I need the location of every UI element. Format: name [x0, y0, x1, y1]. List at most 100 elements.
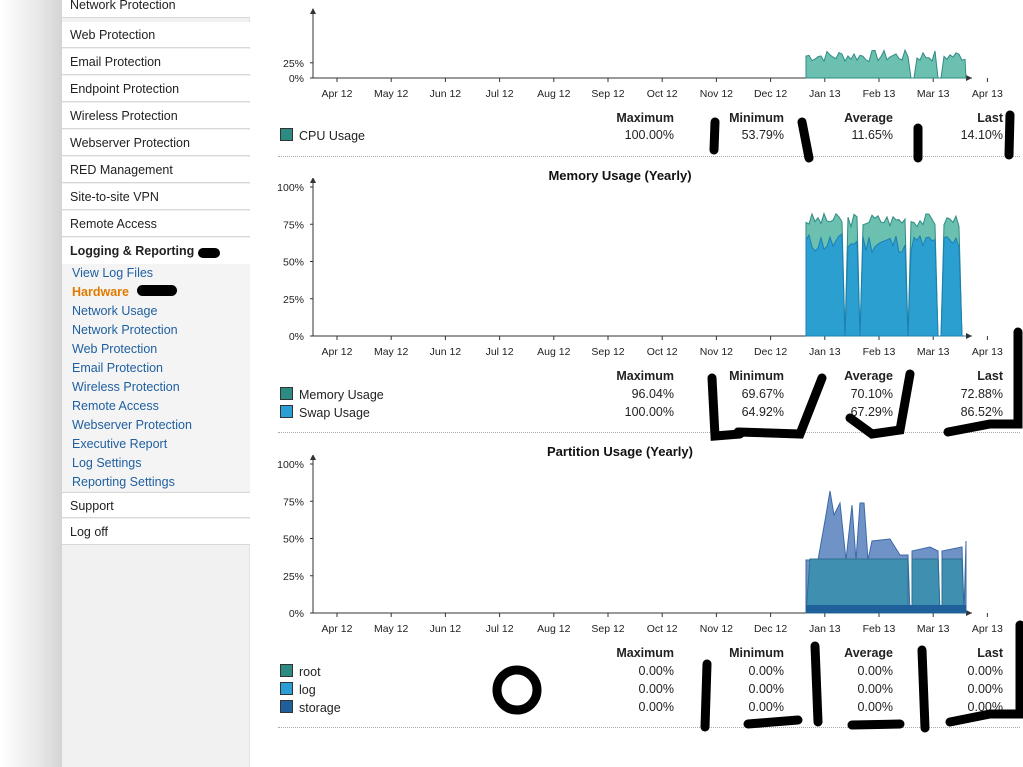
y-tick-label: 25%	[283, 58, 304, 70]
y-tick-label: 75%	[283, 496, 304, 508]
submenu-item-hardware[interactable]: Hardware	[72, 285, 129, 299]
stat-header-average: Average	[844, 111, 893, 125]
x-axis-arrow	[966, 610, 972, 616]
submenu-item-remote-access[interactable]: Remote Access	[72, 399, 159, 413]
submenu-item-network-protection[interactable]: Network Protection	[72, 323, 178, 337]
x-tick-label: Mar 13	[917, 623, 950, 635]
sidebar-item-red-management[interactable]: RED Management	[62, 157, 250, 183]
cpu-usage-area	[805, 48, 967, 79]
stat-value: 14.10%	[960, 128, 1003, 142]
submenu-item-reporting-settings[interactable]: Reporting Settings	[72, 475, 175, 489]
stat-value: 67.29%	[850, 405, 893, 419]
x-tick-label: Oct 12	[647, 88, 678, 100]
sidebar-item-webserver-protection[interactable]: Webserver Protection	[62, 130, 250, 156]
sidebar: Network Protection Web Protection Email …	[62, 0, 250, 767]
stat-value: 86.52%	[960, 405, 1003, 419]
stat-value: 0.00%	[967, 700, 1003, 714]
redaction-stroke	[492, 665, 542, 715]
stat-value: 0.00%	[638, 664, 674, 678]
y-tick-label: 50%	[283, 257, 304, 269]
left-gutter	[0, 0, 62, 767]
divider	[278, 156, 1020, 157]
stat-value: 53.79%	[741, 128, 784, 142]
y-tick-label: 50%	[283, 534, 304, 546]
x-tick-label: May 12	[374, 346, 409, 358]
stat-header-average: Average	[844, 646, 893, 660]
legend-swatch	[280, 682, 293, 695]
sidebar-item-logging-reporting[interactable]: Logging & Reporting	[62, 238, 250, 264]
submenu-item-web-protection[interactable]: Web Protection	[72, 342, 158, 356]
x-tick-label: Mar 13	[917, 88, 950, 100]
sidebar-item-log-off[interactable]: Log off	[62, 519, 250, 545]
sidebar-item-wireless-protection[interactable]: Wireless Protection	[62, 103, 250, 129]
logging-submenu: View Log Files Hardware Network Usage Ne…	[62, 264, 250, 491]
stat-value: 100.00%	[624, 128, 674, 142]
x-tick-label: Oct 12	[647, 623, 678, 635]
x-tick-label: Sep 12	[591, 88, 624, 100]
redaction-stroke	[845, 369, 915, 439]
legend-swatch	[280, 700, 293, 713]
legend-root: root	[280, 664, 321, 679]
legend-swatch	[280, 387, 293, 400]
x-axis-arrow	[966, 333, 972, 339]
legend-cpu-usage: CPU Usage	[280, 128, 365, 143]
submenu-item-executive-report[interactable]: Executive Report	[72, 437, 168, 451]
sidebar-item-site-to-site-vpn[interactable]: Site-to-site VPN	[62, 184, 250, 210]
y-tick-label: 0%	[289, 608, 304, 620]
x-tick-label: Jun 12	[430, 623, 462, 635]
submenu-item-log-settings[interactable]: Log Settings	[72, 456, 142, 470]
submenu-item-email-protection[interactable]: Email Protection	[72, 361, 164, 375]
stat-header-maximum: Maximum	[616, 646, 674, 660]
sidebar-item-remote-access[interactable]: Remote Access	[62, 211, 250, 237]
memory-usage-chart: 100% 75% 50% 25% 0% Apr 12 May 12 Jun 12 Jul 12 A…	[277, 178, 1003, 358]
legend-label: CPU Usage	[299, 129, 365, 143]
x-tick-label: Jul 12	[486, 623, 514, 635]
sidebar-item-endpoint-protection[interactable]: Endpoint Protection	[62, 76, 250, 102]
swap-usage-area	[805, 232, 966, 337]
stat-header-last: Last	[977, 646, 1003, 660]
stat-value: 11.65%	[851, 128, 893, 142]
x-axis-arrow	[966, 75, 972, 81]
legend-swatch	[280, 405, 293, 418]
stat-header-minimum: Minimum	[729, 369, 784, 383]
legend-swatch	[280, 664, 293, 677]
x-tick-label: Aug 12	[537, 346, 570, 358]
partition-chart-title: Partition Usage (Yearly)	[547, 444, 693, 459]
stat-header-maximum: Maximum	[616, 369, 674, 383]
legend-storage: storage	[280, 700, 341, 715]
legend-label: log	[299, 683, 316, 697]
x-tick-label: Jan 13	[809, 88, 841, 100]
stat-value: 0.00%	[967, 682, 1003, 696]
x-tick-label: Aug 12	[537, 623, 570, 635]
stat-value: 0.00%	[967, 664, 1003, 678]
submenu-item-network-usage[interactable]: Network Usage	[72, 304, 158, 318]
y-tick-label: 25%	[283, 571, 304, 583]
submenu-item-wireless-protection[interactable]: Wireless Protection	[72, 380, 180, 394]
submenu-item-view-log-files[interactable]: View Log Files	[72, 266, 154, 280]
stat-value: 0.00%	[748, 664, 784, 678]
sidebar-item-web-protection[interactable]: Web Protection	[62, 22, 250, 48]
x-tick-label: Nov 12	[700, 623, 733, 635]
x-tick-label: Dec 12	[754, 88, 787, 100]
divider	[278, 432, 1020, 433]
legend-label: root	[299, 665, 321, 679]
stat-value: 0.00%	[748, 700, 784, 714]
storage-usage-area	[806, 605, 966, 613]
y-axis-arrow	[310, 178, 316, 183]
stat-value: 70.10%	[850, 387, 893, 401]
stat-value: 69.67%	[741, 387, 784, 401]
x-tick-label: Jan 13	[809, 623, 841, 635]
x-tick-label: Apr 13	[972, 346, 1003, 358]
memory-chart-title: Memory Usage (Yearly)	[548, 168, 692, 183]
y-axis-arrow	[310, 8, 316, 14]
submenu-item-webserver-protection[interactable]: Webserver Protection	[72, 418, 192, 432]
stat-value: 0.00%	[857, 664, 893, 678]
partition-usage-chart: 100% 75% 50% 25% 0% Apr 12 May 12 Jun 12 Jul 12 A…	[277, 455, 1003, 635]
sidebar-item-support[interactable]: Support	[62, 492, 250, 518]
sidebar-item-network-protection[interactable]: Network Protection	[62, 0, 250, 18]
x-tick-label: Apr 12	[322, 623, 353, 635]
x-tick-label: Jan 13	[809, 346, 841, 358]
sidebar-item-email-protection[interactable]: Email Protection	[62, 49, 250, 75]
x-tick-label: Sep 12	[591, 623, 624, 635]
x-tick-label: Sep 12	[591, 346, 624, 358]
